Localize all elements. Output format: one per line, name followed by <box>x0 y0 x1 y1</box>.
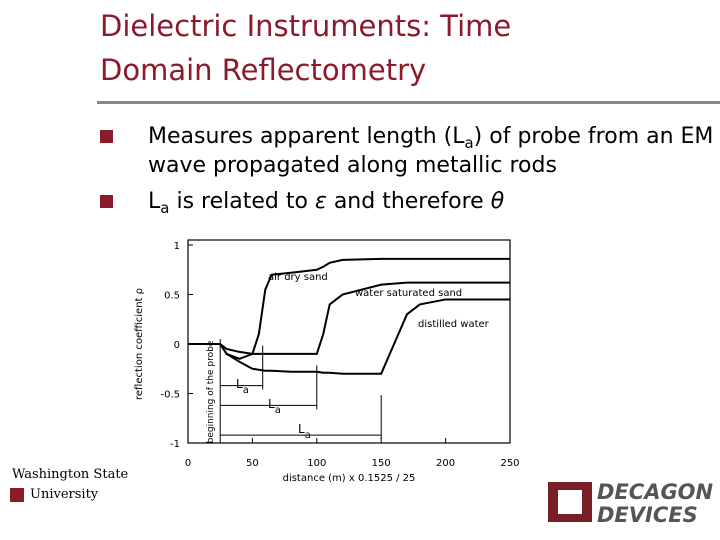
plot-frame <box>187 239 511 444</box>
annotation-part: L <box>268 397 275 411</box>
x-tick-label: 50 <box>246 458 259 469</box>
y-tick-label: -1 <box>170 439 180 450</box>
series-line <box>188 281 510 355</box>
annotation-part: a <box>243 385 249 396</box>
logo-text: DEVICES <box>597 503 698 527</box>
symbol: ε <box>314 189 327 214</box>
bullet-text: La is related to ε and therefore θ <box>148 187 720 216</box>
y-axis-label: reflection coefficient ρ <box>134 288 145 400</box>
series-label: distilled water <box>418 319 490 330</box>
subscript: a <box>160 199 170 217</box>
logo-text: University <box>30 487 99 502</box>
series-line <box>188 298 510 375</box>
x-tick-label: 250 <box>500 458 519 469</box>
subscript: a <box>464 134 474 152</box>
series-line <box>188 257 510 360</box>
text: ) of probe from an EM wave propagated al… <box>148 124 714 178</box>
annotation: La <box>298 422 311 441</box>
x-axis-label: distance (m) x 0.1525 / 25 <box>283 473 416 484</box>
text: and therefore <box>326 189 491 214</box>
annotation: La <box>236 377 249 396</box>
bullet-marker <box>100 195 113 208</box>
decagon-emblem <box>558 490 582 514</box>
annotation-part: a <box>275 405 281 416</box>
logo-text: DECAGON <box>597 480 714 504</box>
symbol: θ <box>490 189 505 214</box>
annotation: La <box>268 397 281 416</box>
annotation-part: L <box>298 422 305 436</box>
annotation-part: a <box>305 430 311 441</box>
annotation: beginning of the probe <box>206 340 216 443</box>
title-rule <box>97 101 720 104</box>
slide-title: Dielectric Instruments: Time Domain Refl… <box>100 9 512 87</box>
y-tick-label: 1 <box>174 241 180 252</box>
x-tick-label: 100 <box>307 458 326 469</box>
wsu-emblem <box>10 488 24 502</box>
text: Measures apparent length (L <box>148 124 465 149</box>
y-tick-label: 0 <box>174 340 180 351</box>
bullet-text: Measures apparent length (La) of probe f… <box>148 122 720 180</box>
series-label: water saturated sand <box>355 288 462 299</box>
logo-text: Washington State <box>12 467 129 482</box>
x-tick-label: 150 <box>372 458 391 469</box>
y-tick-label: -0.5 <box>160 390 180 401</box>
text: is related to <box>169 189 315 214</box>
text: L <box>148 189 161 214</box>
series-label: air dry sand <box>268 272 328 283</box>
y-tick-label: 0.5 <box>164 291 180 302</box>
x-tick-label: 0 <box>185 458 191 469</box>
x-tick-label: 200 <box>436 458 455 469</box>
bullet-marker <box>100 130 113 143</box>
annotation-part: L <box>236 377 243 391</box>
